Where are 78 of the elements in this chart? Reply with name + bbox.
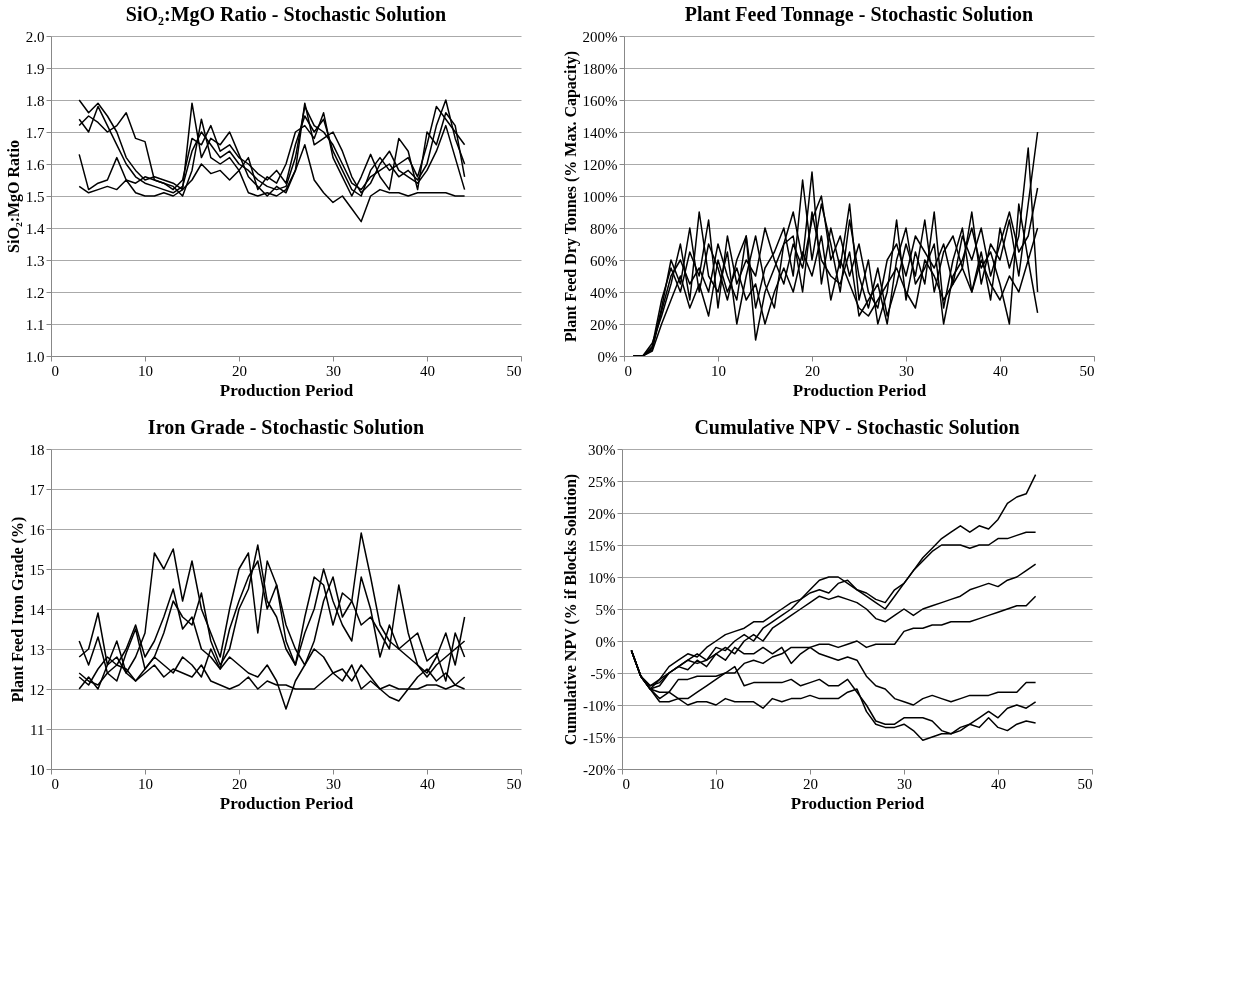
y-tick-label: 0% [597,348,618,365]
chart-title: Plant Feed Tonnage - Stochastic Solution [684,3,1034,26]
y-tick-label: 15 [29,561,45,578]
x-tick-label: 40 [991,775,1006,792]
x-tick-label: 10 [138,362,153,379]
y-tick-label: -5% [590,665,616,682]
x-tick-label: 10 [711,362,726,379]
y-tick-label: 1.8 [25,92,45,109]
y-tick-label: 1.3 [25,252,45,269]
y-tick-label: 17 [29,481,45,498]
y-axis-title: Plant Feed Iron Grade (%) [8,516,27,703]
y-tick-label: 12 [29,681,45,698]
y-tick-label: 10 [29,761,45,778]
x-tick-label: 50 [506,775,522,792]
y-tick-label: 20% [590,316,618,333]
y-tick-label: 80% [590,220,618,237]
chart-title: Cumulative NPV - Stochastic Solution [694,416,1020,438]
x-tick-label: 30 [899,362,914,379]
y-axis-title: Cumulative NPV (% if Blocks Solution) [562,473,581,746]
y-tick-label: 20% [588,505,616,522]
y-tick-label: 5% [595,601,616,618]
y-tick-label: -20% [583,761,616,778]
y-tick-label: 120% [582,156,618,173]
y-tick-label: 14 [29,601,45,618]
x-tick-label: 10 [709,775,724,792]
y-tick-label: 1.0 [25,348,45,365]
x-axis-title: Production Period [219,793,354,813]
x-tick-label: 0 [51,362,59,379]
x-tick-label: 40 [420,362,435,379]
x-tick-label: 40 [420,775,435,792]
x-tick-label: 40 [993,362,1008,379]
y-tick-label: 200% [582,28,618,45]
x-tick-label: 30 [326,362,341,379]
y-tick-label: -15% [583,729,616,746]
x-tick-label: 20 [232,362,247,379]
y-tick-label: 1.9 [25,60,45,77]
y-tick-label: 180% [582,60,618,77]
x-tick-label: 30 [897,775,912,792]
x-tick-label: 50 [506,362,522,379]
y-tick-label: 1.2 [25,284,45,301]
y-tick-label: 13 [29,641,45,658]
chart-title: Iron Grade - Stochastic Solution [147,416,425,438]
x-tick-label: 0 [622,775,630,792]
chart-title: SiO₂:MgO Ratio - Stochastic Solution [125,3,447,26]
x-tick-label: 0 [51,775,59,792]
y-tick-label: 18 [29,441,45,458]
y-tick-label: 15% [588,537,616,554]
y-tick-label: 2.0 [25,28,45,45]
y-tick-label: 40% [590,284,618,301]
y-tick-label: 25% [588,473,616,490]
y-tick-label: 1.7 [25,124,45,141]
y-tick-label: 160% [582,92,618,109]
y-tick-label: -10% [583,697,616,714]
y-tick-label: 60% [590,252,618,269]
y-tick-label: 1.1 [25,316,45,333]
y-tick-label: 30% [588,441,616,458]
y-tick-label: 10% [588,569,616,586]
x-tick-label: 20 [232,775,247,792]
x-tick-label: 0 [624,362,632,379]
y-axis-title: Plant Feed Dry Tonnes (% Max. Capacity) [561,50,580,343]
y-axis-title: SiO₂:MgO Ratio [4,140,23,253]
y-tick-label: 100% [582,188,618,205]
x-tick-label: 30 [326,775,341,792]
x-tick-label: 20 [805,362,820,379]
y-tick-label: 140% [582,124,618,141]
y-tick-label: 16 [29,521,45,538]
y-tick-label: 0% [595,633,616,650]
x-axis-title: Production Period [792,380,927,400]
y-tick-label: 11 [30,721,45,738]
x-tick-label: 50 [1079,362,1095,379]
x-tick-label: 20 [803,775,818,792]
y-tick-label: 1.5 [25,188,45,205]
y-tick-label: 1.4 [25,220,45,237]
x-tick-label: 50 [1077,775,1093,792]
x-tick-label: 10 [138,775,153,792]
y-tick-label: 1.6 [25,156,45,173]
x-axis-title: Production Period [790,793,925,813]
x-axis-title: Production Period [219,380,354,400]
